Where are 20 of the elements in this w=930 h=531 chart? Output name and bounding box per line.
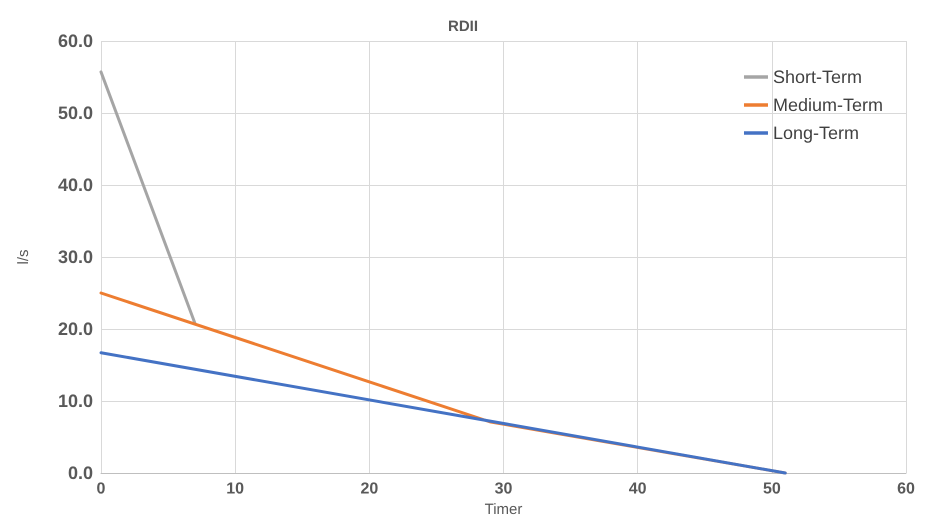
- y-tick-label: 30.0: [58, 247, 93, 267]
- y-tick-label: 20.0: [58, 319, 93, 339]
- y-tick-label: 60.0: [58, 31, 93, 51]
- x-tick-label: 10: [226, 480, 244, 498]
- x-tick-label: 30: [494, 480, 512, 498]
- x-tick-label: 40: [628, 480, 647, 498]
- legend-label: Medium-Term: [772, 95, 884, 115]
- x-tick-label: 60: [897, 480, 915, 498]
- chart-title: RDII: [448, 18, 478, 35]
- y-tick-label: 10.0: [58, 391, 93, 411]
- legend-label: Long-Term: [772, 123, 860, 143]
- y-tick-label: 0.0: [68, 463, 93, 483]
- y-tick-label: 40.0: [58, 175, 93, 195]
- x-tick-label: 20: [360, 480, 378, 498]
- y-tick-label: 50.0: [58, 103, 93, 123]
- x-axis-title: Timer: [484, 500, 522, 518]
- y-axis-title: l/s: [15, 250, 32, 264]
- x-tick-label: 50: [762, 480, 781, 498]
- legend-label: Short-Term: [772, 67, 862, 87]
- x-tick-label: 0: [96, 480, 106, 498]
